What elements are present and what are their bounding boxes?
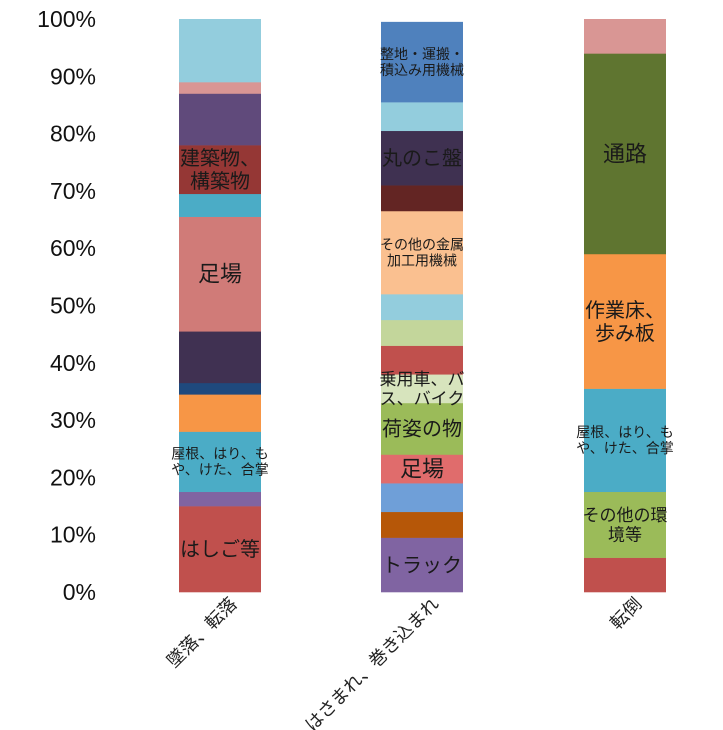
y-tick-label: 80%	[50, 121, 96, 147]
bar-segment	[584, 19, 666, 54]
y-tick-label: 10%	[50, 522, 96, 548]
bar-segment	[381, 511, 463, 538]
segment-label: はしご等	[180, 537, 260, 561]
segment-label: 足場	[198, 263, 242, 288]
segment-label: 整地・運搬・積込み用機械	[380, 47, 464, 79]
bar-segment	[584, 557, 666, 593]
bar-segment	[381, 294, 463, 321]
y-axis-ticks: 0% 10% 20% 30% 40% 50% 60% 70% 80% 90% 100%	[37, 6, 96, 605]
bar-segment	[584, 388, 666, 493]
bar-segment	[179, 491, 261, 507]
bar-segment	[381, 102, 463, 132]
segment-label: 通路	[603, 142, 647, 167]
x-axis-categories: 墜落、転落 はさまれ、巻き込まれ 転倒	[163, 594, 646, 730]
segment-label: 荷姿の物	[382, 417, 462, 441]
y-tick-label: 70%	[50, 178, 96, 204]
bar-segment	[381, 483, 463, 513]
y-tick-label: 30%	[50, 407, 96, 433]
segment-labels: はしご等屋根、はり、もや、けた、合掌足場建築物、構築物トラック足場荷姿の物乗用車…	[171, 47, 674, 577]
bar-segment	[381, 210, 463, 295]
bar-segment	[179, 216, 261, 332]
segment-label: 建築物、構築物	[180, 146, 260, 193]
y-tick-label: 40%	[50, 350, 96, 376]
bar-segment	[179, 145, 261, 195]
segment-label: 作業床、歩み板	[585, 298, 665, 345]
y-tick-label: 90%	[50, 63, 96, 89]
y-tick-label: 50%	[50, 293, 96, 319]
bar-segment	[584, 253, 666, 389]
x-category-label: 転倒	[606, 594, 646, 634]
bar-segment	[381, 130, 463, 186]
bar-segment	[179, 331, 261, 384]
bar-segment	[584, 53, 666, 255]
bar-segment	[179, 82, 261, 94]
segment-label: 屋根、はり、もや、けた、合掌	[171, 446, 269, 478]
bar-segment	[179, 382, 261, 395]
bar-segment	[381, 345, 463, 375]
x-category-label: はさまれ、巻き込まれ	[301, 594, 443, 730]
segment-label: 足場	[400, 458, 444, 483]
segment-label: 乗用車、バス、バイク	[380, 370, 465, 410]
bar-segment	[179, 506, 261, 593]
bar-segment	[179, 394, 261, 432]
y-tick-label: 20%	[50, 464, 96, 490]
bars	[179, 19, 666, 593]
bar-segment	[381, 402, 463, 455]
segment-label: 屋根、はり、もや、けた、合掌	[576, 425, 674, 457]
bar-segment	[584, 491, 666, 558]
bar-segment	[381, 454, 463, 484]
bar-segment	[179, 19, 261, 83]
bar-segment	[179, 431, 261, 493]
bar-segment	[381, 537, 463, 593]
segment-label: トラック	[382, 553, 462, 577]
bar-segment	[381, 21, 463, 103]
x-category-label: 墜落、転落	[163, 594, 241, 672]
y-tick-label: 60%	[50, 235, 96, 261]
y-tick-label: 0%	[63, 579, 96, 605]
bar-segment	[179, 193, 261, 217]
segment-label: 丸のこ盤	[382, 146, 462, 170]
bar-segment	[381, 374, 463, 404]
bar-segment	[381, 185, 463, 212]
y-tick-label: 100%	[37, 6, 96, 32]
bar-segment	[381, 319, 463, 346]
bar-segment	[179, 93, 261, 146]
segment-label: その他の金属加工用機械	[380, 237, 464, 269]
segment-label: その他の環境等	[583, 506, 668, 546]
